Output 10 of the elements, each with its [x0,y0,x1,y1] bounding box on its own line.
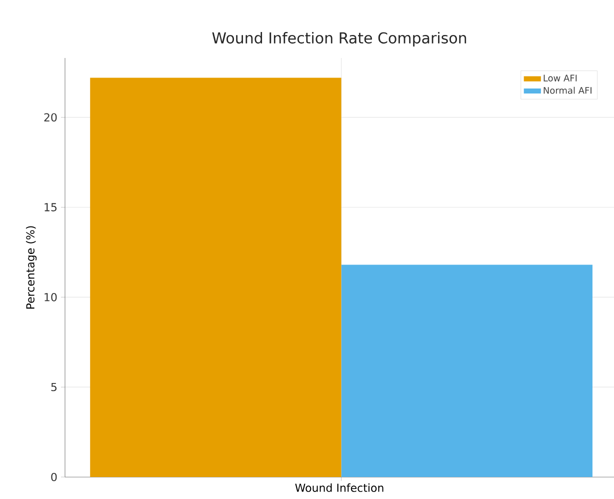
legend-label: Normal AFI [544,86,592,94]
y-tick-label: 20 [44,113,57,122]
legend-label: Low AFI [544,74,577,82]
y-axis-title: Percentage (%) [26,226,37,309]
chart-title: Wound Infection Rate Comparison [212,32,466,46]
y-tick-label: 5 [51,383,57,392]
y-tick-label: 0 [51,472,57,482]
y-tick-label: 15 [44,203,57,212]
x-axis-title: Wound Infection [295,483,384,492]
y-tick-label: 10 [44,293,57,302]
